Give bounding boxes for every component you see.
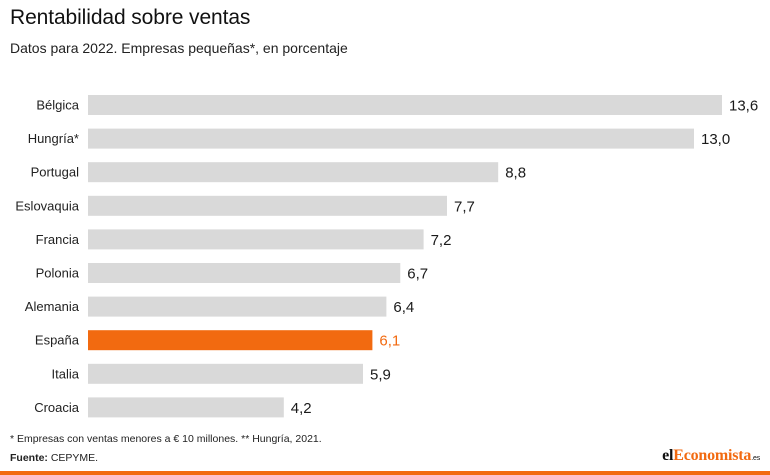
category-label-1: Hungría* (28, 131, 79, 146)
footnote: * Empresas con ventas menores a € 10 mil… (10, 433, 322, 445)
category-label-8: Italia (52, 366, 80, 381)
bar-5 (88, 263, 401, 283)
value-label-3: 7,7 (454, 198, 475, 215)
publisher-logo: elEconomista.es (662, 447, 760, 465)
source-value: CEPYME. (50, 452, 99, 464)
bar-9 (88, 397, 284, 418)
chart-title: Rentabilidad sobre ventas (10, 6, 251, 29)
value-label-9: 4,2 (291, 400, 312, 417)
value-label-7: 6,1 (379, 333, 400, 350)
bar-1 (88, 128, 694, 149)
category-label-6: Alemania (25, 299, 80, 314)
value-label-0: 13,6 (729, 98, 758, 115)
category-label-2: Portugal (31, 165, 80, 180)
category-label-4: Francia (36, 232, 80, 247)
value-label-4: 7,2 (431, 232, 452, 249)
bar-3 (88, 195, 447, 216)
value-label-2: 8,8 (505, 165, 526, 182)
bottom-accent-bar (0, 471, 770, 475)
category-label-7: España (35, 333, 80, 348)
bar-2 (88, 162, 499, 183)
category-label-0: Bélgica (36, 98, 79, 113)
value-label-1: 13,0 (701, 131, 730, 148)
logo-text-el: el (662, 447, 674, 464)
value-label-8: 5,9 (370, 366, 391, 383)
value-label-5: 6,7 (407, 266, 428, 283)
bar-7 (88, 330, 373, 351)
bar-0 (88, 95, 722, 115)
bar-4 (88, 229, 424, 250)
logo-text-economista: Economista (673, 447, 752, 464)
category-label-5: Polonia (36, 266, 80, 281)
chart-subtitle: Datos para 2022. Empresas pequeñas*, en … (10, 40, 348, 56)
bar-chart: Bélgica 13,6 Hungría* 13,0 Portugal 8,8 Eslova… (15, 95, 758, 418)
category-label-3: Eslovaquia (15, 198, 79, 213)
source-line: Fuente: CEPYME. (10, 452, 98, 464)
bar-8 (88, 363, 363, 384)
bar-6 (88, 296, 387, 317)
source-label: Fuente: (10, 452, 48, 464)
logo-text-tld: .es (751, 455, 760, 462)
value-label-6: 6,4 (393, 299, 414, 316)
category-label-9: Croacia (34, 400, 80, 415)
